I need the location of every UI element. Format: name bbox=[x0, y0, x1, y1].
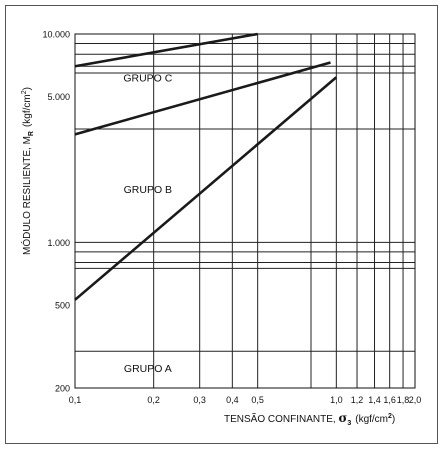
y-tick-label: 10.000 bbox=[42, 30, 70, 40]
x-axis-label-text: TENSÃO CONFINANTE, bbox=[224, 412, 336, 425]
group-annotation: GRUPO B bbox=[124, 184, 172, 196]
x-axis-sigma-subscript: 3 bbox=[347, 420, 351, 427]
y-axis-unit-superscript: 2 bbox=[21, 90, 28, 94]
plot-area-border bbox=[74, 33, 416, 389]
x-axis-unit-close: ) bbox=[392, 414, 395, 425]
x-tick-label: 0,2 bbox=[147, 395, 160, 405]
x-tick-label: 1,8 bbox=[397, 395, 410, 405]
x-tick-label: 1,2 bbox=[351, 395, 364, 405]
x-tick-label: 0,5 bbox=[251, 395, 264, 405]
x-tick-label: 1,0 bbox=[330, 395, 343, 405]
x-tick-label: 2,0 bbox=[409, 395, 422, 405]
y-tick-label: 200 bbox=[55, 384, 70, 394]
group-annotation: GRUPO A bbox=[124, 363, 172, 375]
y-tick-label: 500 bbox=[55, 301, 70, 311]
y-axis-unit-text: (kgf/cm bbox=[22, 94, 33, 127]
y-axis-unit-close: ) bbox=[22, 87, 33, 90]
x-axis-unit-text: (kgf/cm bbox=[355, 414, 388, 425]
x-tick-label: 1,4 bbox=[368, 395, 381, 405]
chart-svg: 0,1 0,2 0,3 0,4 0,5 1,0 1,2 1,4 1,6 1,8 2,0 200 500 1… bbox=[20, 30, 421, 428]
series-line-2 bbox=[74, 61, 331, 136]
y-tick-label: 5.000 bbox=[47, 92, 70, 102]
x-tick-label: 0,3 bbox=[193, 395, 206, 405]
y-axis-label-text: MÓDULO RESILIENTE, M bbox=[20, 136, 33, 255]
y-tick-label: 1.000 bbox=[47, 238, 70, 248]
series-line-1 bbox=[74, 32, 258, 68]
chart-frame: 0,1 0,2 0,3 0,4 0,5 1,0 1,2 1,4 1,6 1,8 2,0 200 500 1… bbox=[5, 5, 438, 444]
x-tick-label: 0,1 bbox=[69, 395, 82, 405]
group-annotation: GRUPO C bbox=[123, 72, 172, 84]
y-axis-label-subscript: R bbox=[28, 131, 35, 136]
x-axis-title: TENSÃO CONFINANTE, σ3 (kgf/cm2) bbox=[224, 411, 395, 427]
x-axis-sigma-symbol: σ bbox=[338, 411, 347, 425]
series-line-3 bbox=[74, 76, 338, 301]
x-tick-label: 0,4 bbox=[226, 395, 239, 405]
x-tick-label: 1,6 bbox=[383, 395, 396, 405]
annotation-layer: GRUPO C GRUPO B GRUPO A bbox=[123, 72, 172, 375]
y-axis-title: MÓDULO RESILIENTE, MR (kgf/cm2) bbox=[20, 87, 35, 255]
series-layer bbox=[74, 32, 338, 301]
x-axis-unit-superscript: 2 bbox=[388, 413, 392, 420]
tick-label-layer: 0,1 0,2 0,3 0,4 0,5 1,0 1,2 1,4 1,6 1,8 2,0 200 500 1… bbox=[42, 30, 421, 406]
